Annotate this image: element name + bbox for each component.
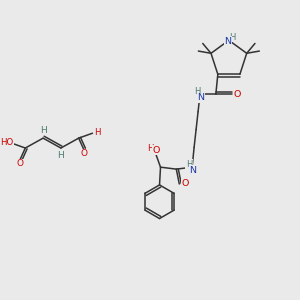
Text: H: H [58,152,64,160]
Text: O: O [234,89,241,98]
Text: H: H [147,144,154,153]
Text: H: H [229,33,235,42]
Text: H: H [40,126,46,135]
Text: O: O [17,159,24,168]
Text: H: H [194,87,200,96]
Text: H: H [186,160,192,169]
Text: O: O [80,149,87,158]
Text: N: N [197,94,205,103]
Text: O: O [182,179,189,188]
Text: H: H [94,128,101,137]
Text: N: N [190,166,196,175]
Text: N: N [224,37,231,46]
Text: HO: HO [0,138,13,147]
Text: O: O [153,146,160,155]
